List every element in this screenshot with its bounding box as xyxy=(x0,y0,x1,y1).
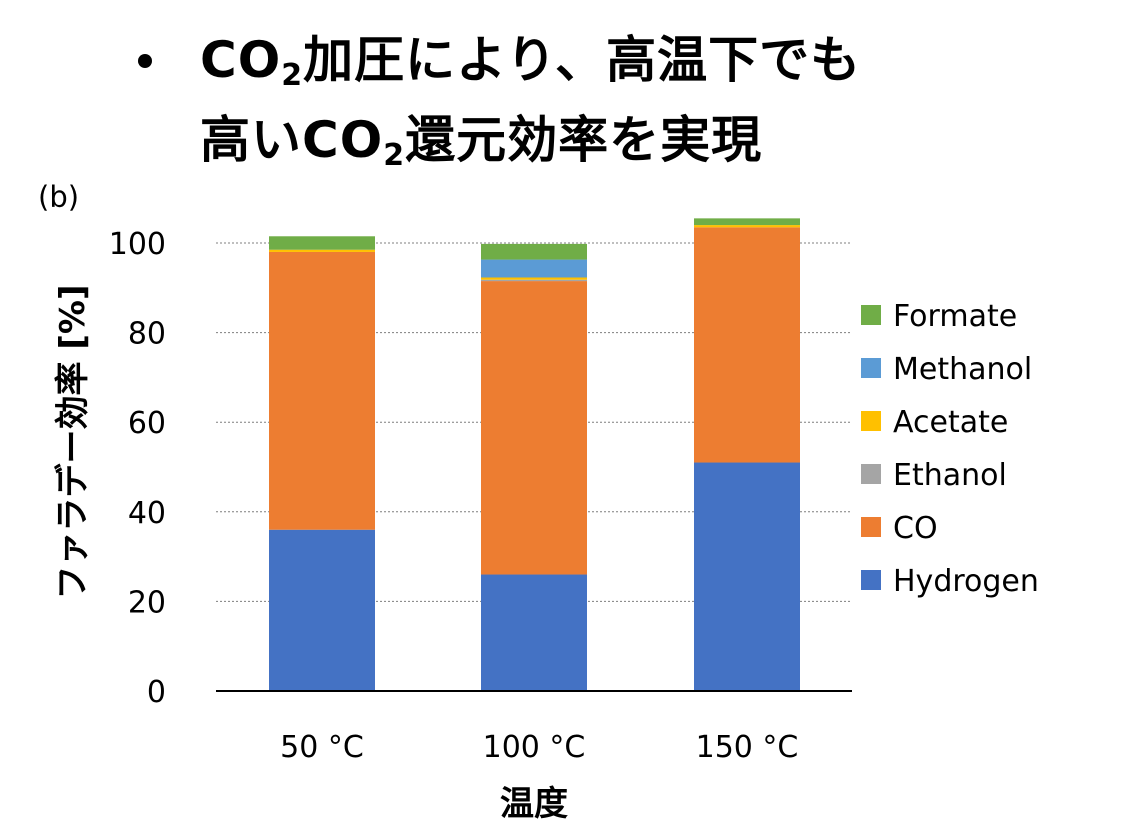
bar-segment-co-2 xyxy=(481,281,587,575)
y-tick-label-100: 100 xyxy=(109,227,166,262)
y-tick-label-40: 40 xyxy=(128,496,166,531)
bar-segment-formate-2 xyxy=(481,243,587,260)
x-tick-label-3: 150 °C xyxy=(696,730,799,765)
legend-label-formate: Formate xyxy=(893,299,1017,334)
y-tick-label-60: 60 xyxy=(128,406,166,441)
headline-line-2: 高いCO2還元効率を実現 xyxy=(200,108,861,188)
y-tick-label-20: 20 xyxy=(128,585,166,620)
headline-line-1-start: CO xyxy=(200,31,282,89)
legend-swatch-methanol xyxy=(861,358,881,378)
legend-swatch-co xyxy=(861,517,881,537)
legend-swatch-acetate xyxy=(861,411,881,431)
headline-line-1: CO2加圧により、高温下でも xyxy=(200,28,861,108)
headline-line-2-end: 還元効率を実現 xyxy=(405,111,763,169)
y-tick-label-0: 0 xyxy=(147,675,166,710)
bar-segment-hydrogen-1 xyxy=(269,529,375,691)
bar-segment-formate-1 xyxy=(269,236,375,250)
legend-layer: Formate Methanol Acetate Ethanol CO Hydrogen xyxy=(861,299,1039,599)
y-tick-label-80: 80 xyxy=(128,317,166,352)
bar-segment-acetate-1 xyxy=(269,249,375,252)
x-axis-title: 温度 xyxy=(500,784,568,824)
axis-layer: 0 20 40 60 80 100 50 °C 100 °C 150 °C 温度 ファラデー効率 [… xyxy=(53,227,852,824)
headline-line-1-subscript: 2 xyxy=(281,58,304,93)
x-tick-label-2: 100 °C xyxy=(483,730,586,765)
headline: CO2加圧により、高温下でも 高いCO2還元効率を実現 xyxy=(200,28,861,188)
x-tick-label-1: 50 °C xyxy=(280,730,364,765)
headline-line-1-end: 加圧により、高温下でも xyxy=(303,31,862,89)
bar-layer xyxy=(269,218,800,691)
legend-label-co: CO xyxy=(893,511,938,546)
legend-label-methanol: Methanol xyxy=(893,352,1032,387)
y-axis-title: ファラデー効率 [%] xyxy=(53,285,93,600)
bar-segment-co-1 xyxy=(269,251,375,530)
headline-line-2-start: 高いCO xyxy=(200,111,384,169)
bullet-icon xyxy=(138,54,152,68)
legend-label-hydrogen: Hydrogen xyxy=(893,564,1039,599)
bar-segment-methanol-2 xyxy=(481,259,587,278)
bar-segment-acetate-2 xyxy=(481,277,587,280)
legend-swatch-hydrogen xyxy=(861,570,881,590)
bar-segment-ethanol-2 xyxy=(481,279,587,282)
legend-swatch-formate xyxy=(861,305,881,325)
bar-segment-acetate-3 xyxy=(694,225,800,228)
bar-segment-hydrogen-2 xyxy=(481,574,587,691)
legend-label-ethanol: Ethanol xyxy=(893,458,1007,493)
legend-label-acetate: Acetate xyxy=(893,405,1008,440)
panel-label: (b) xyxy=(38,180,80,214)
legend-swatch-ethanol xyxy=(861,464,881,484)
headline-line-2-subscript: 2 xyxy=(383,138,406,173)
bar-segment-hydrogen-3 xyxy=(694,462,800,691)
bar-segment-co-3 xyxy=(694,227,800,463)
bar-segment-formate-3 xyxy=(694,218,800,226)
